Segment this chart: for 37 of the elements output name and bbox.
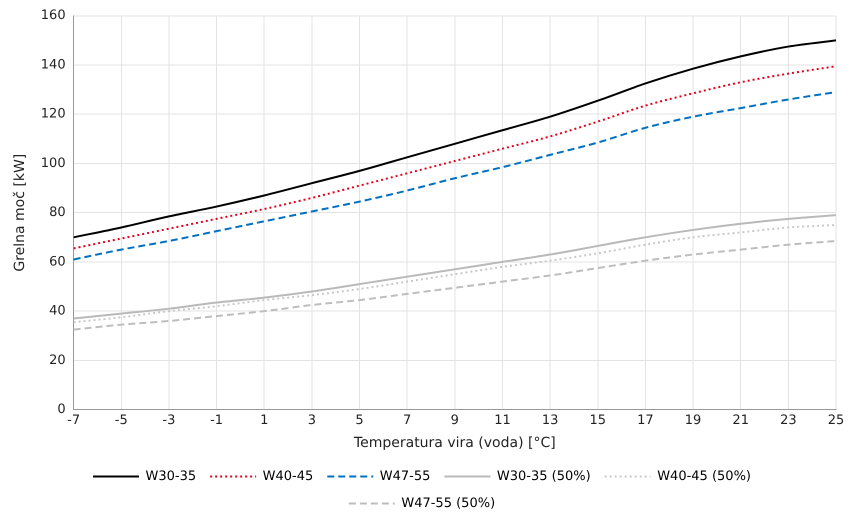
x-tick-label: 9 bbox=[450, 412, 459, 428]
y-tick-label: 100 bbox=[40, 156, 66, 171]
x-tick-label: 17 bbox=[637, 412, 654, 428]
legend-label: W30-35 bbox=[146, 468, 196, 484]
y-tick-label: 80 bbox=[49, 205, 66, 220]
y-axis-title: Grelna moč [kW] bbox=[12, 154, 28, 272]
x-tick-label: 23 bbox=[780, 412, 797, 428]
line-series bbox=[74, 65, 836, 250]
line-series bbox=[74, 240, 836, 331]
x-tick-label: 11 bbox=[494, 412, 511, 428]
x-tick-label: 21 bbox=[732, 412, 749, 428]
y-tick-label: 0 bbox=[57, 402, 66, 417]
legend-label: W47-55 bbox=[380, 468, 430, 484]
legend-label: W30-35 (50%) bbox=[496, 468, 591, 484]
legend-label: W40-45 bbox=[262, 468, 314, 484]
x-tick-label: -7 bbox=[67, 412, 80, 428]
legend-label: W47-55 (50%) bbox=[401, 496, 496, 511]
y-tick-label: 60 bbox=[49, 254, 66, 270]
x-tick-label: -5 bbox=[114, 412, 128, 428]
y-tick-label: 40 bbox=[49, 304, 66, 319]
y-tick-label: 20 bbox=[49, 352, 66, 368]
x-tick-label: 5 bbox=[355, 412, 364, 428]
y-tick-label: 120 bbox=[40, 106, 66, 122]
x-tick-label: 1 bbox=[260, 412, 268, 428]
x-axis-title: Temperatura vira (voda) [°C] bbox=[352, 435, 556, 452]
x-tick-label: 7 bbox=[403, 412, 412, 428]
x-tick-label: 15 bbox=[589, 412, 606, 428]
x-tick-label: 19 bbox=[684, 412, 702, 428]
x-tick-label: 13 bbox=[542, 412, 558, 428]
x-tick-label: 25 bbox=[828, 412, 844, 428]
x-tick-label: 3 bbox=[308, 412, 316, 428]
x-tick-label: -3 bbox=[162, 412, 176, 428]
x-tick-label: -1 bbox=[210, 412, 224, 428]
y-tick-label: 140 bbox=[40, 57, 66, 72]
y-tick-label: 160 bbox=[40, 8, 66, 24]
line-series bbox=[74, 39, 836, 238]
legend-label: W40-45 (50%) bbox=[657, 468, 752, 484]
